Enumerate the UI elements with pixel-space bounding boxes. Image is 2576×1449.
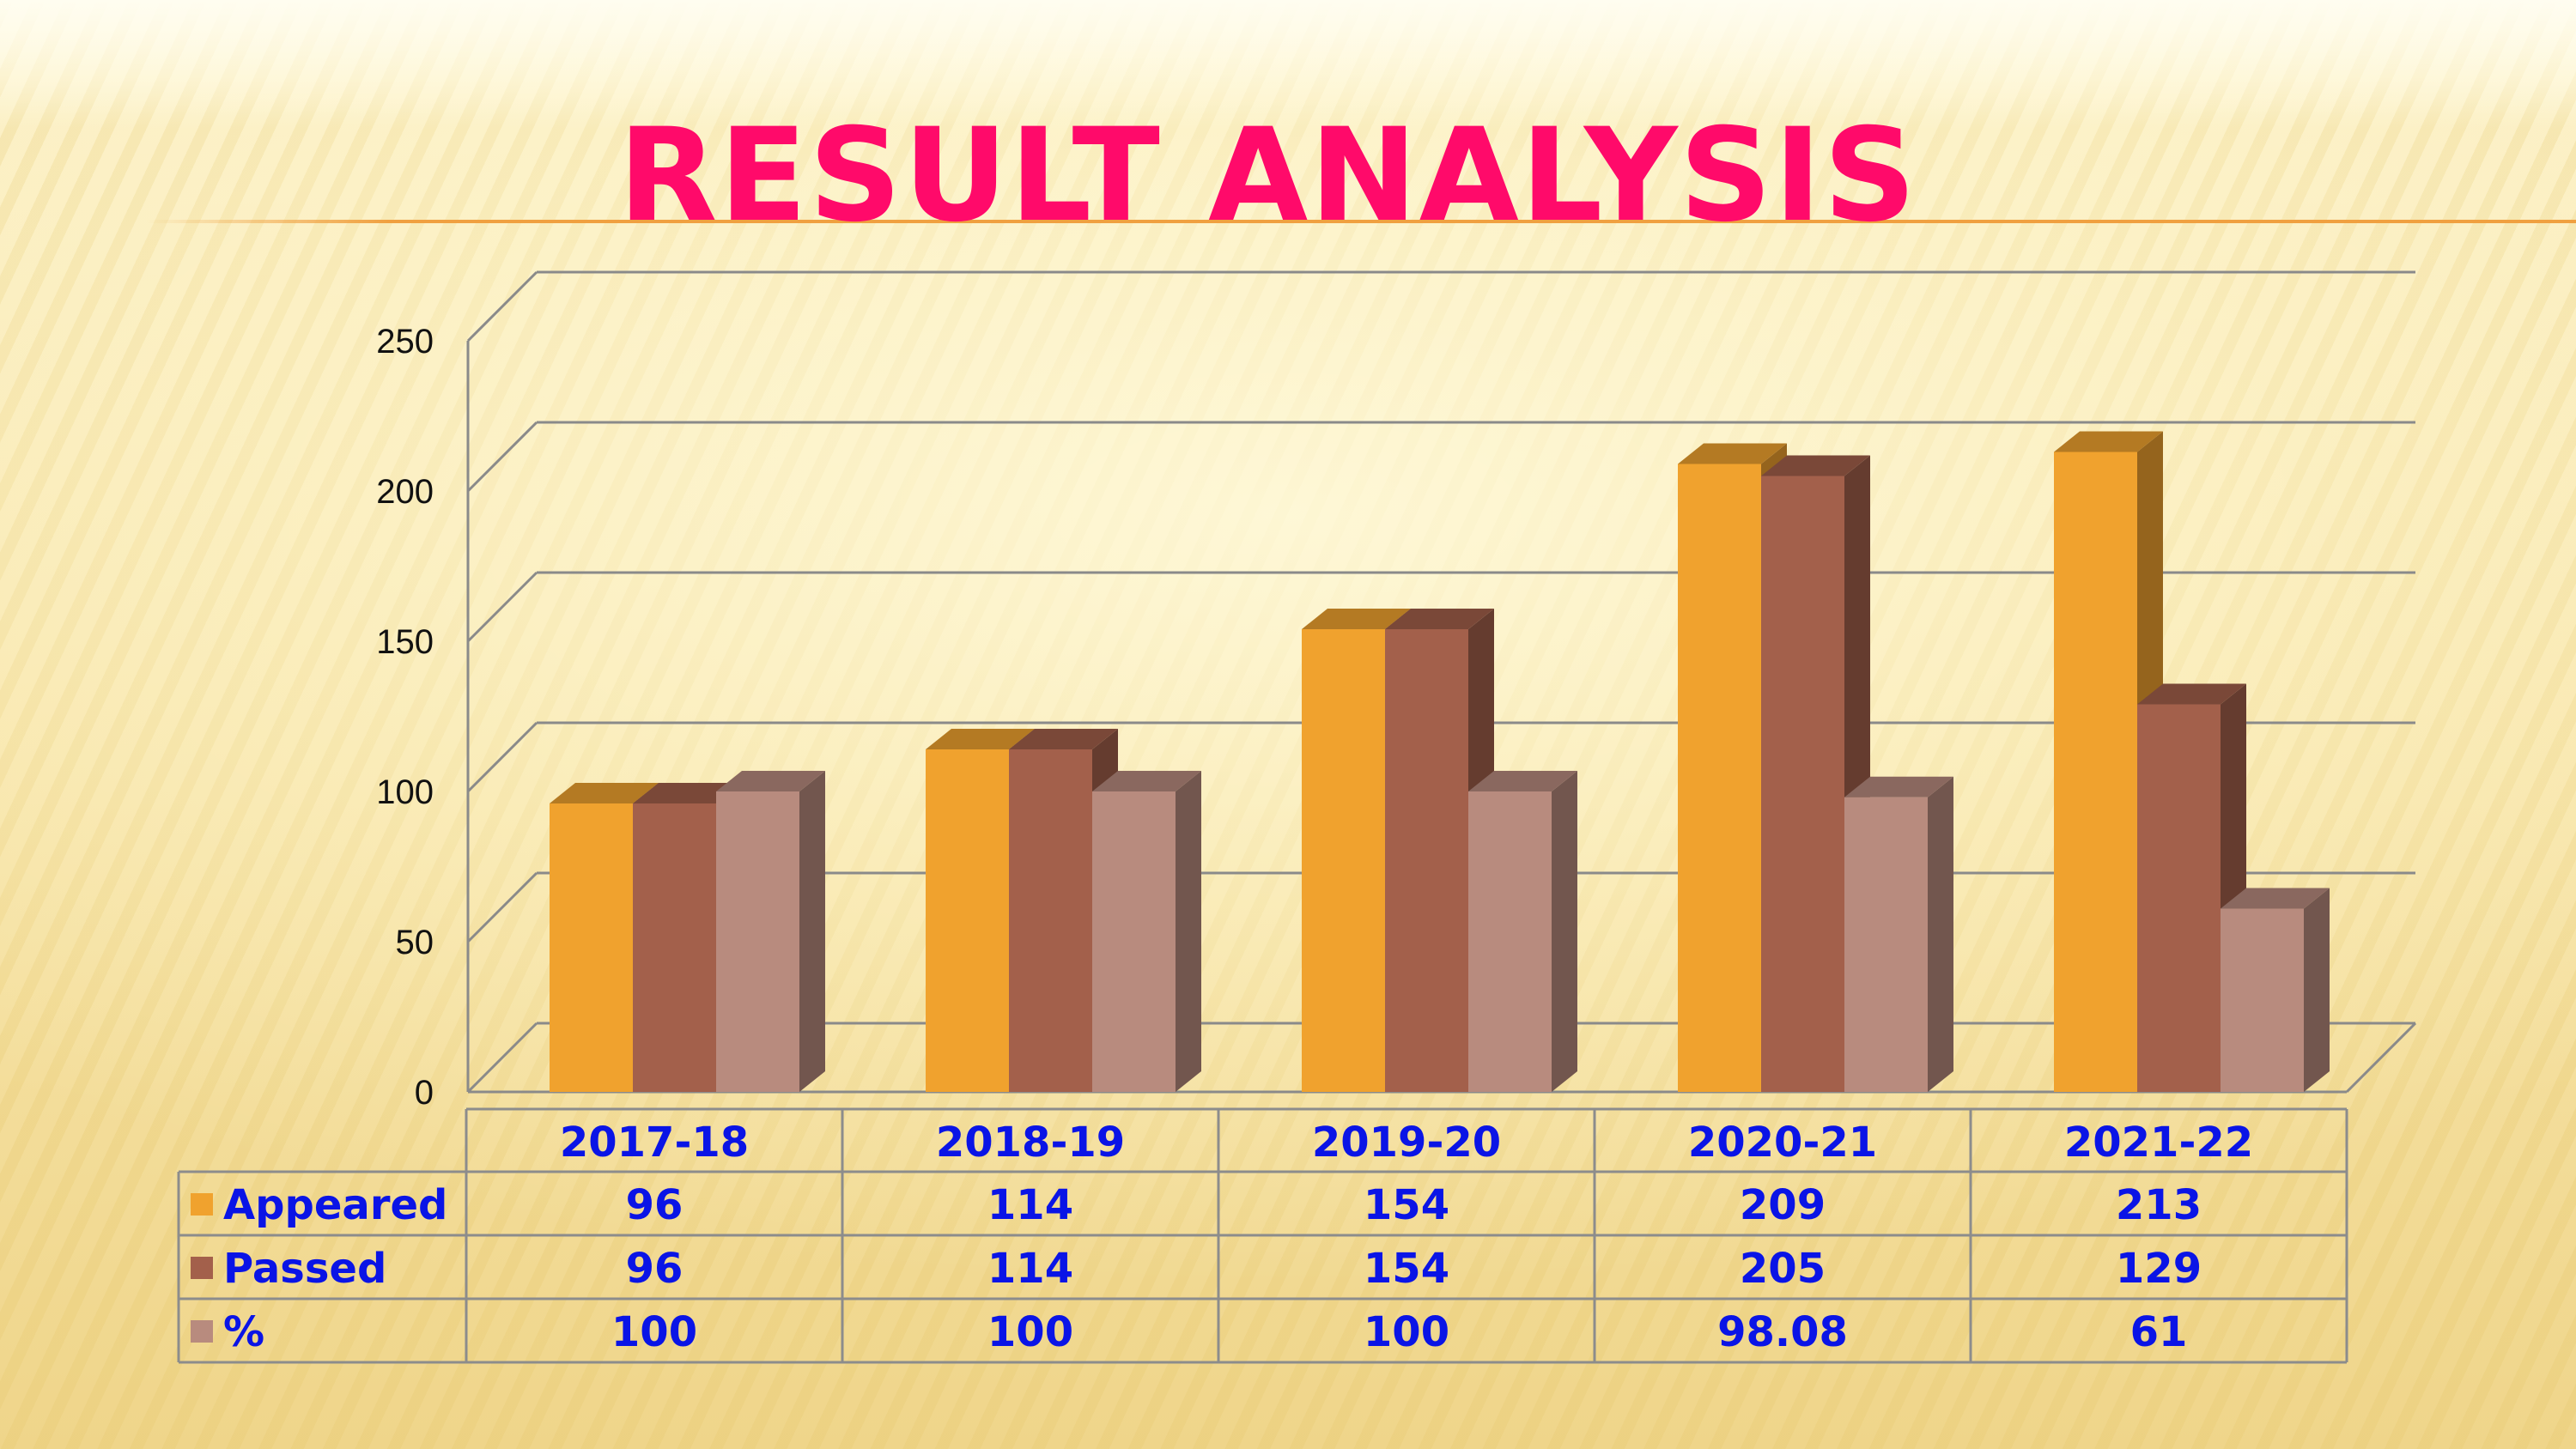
bar-top bbox=[633, 783, 742, 803]
bar-top bbox=[1092, 771, 1201, 791]
background-highlight bbox=[0, 0, 2576, 129]
bar-front bbox=[1678, 464, 1761, 1092]
data-label: 129 bbox=[2116, 1245, 2202, 1293]
gridline-depth bbox=[466, 1022, 538, 1094]
bar-top bbox=[926, 729, 1035, 749]
bar-front bbox=[1302, 629, 1385, 1092]
bar bbox=[1092, 771, 1201, 1092]
bar-front bbox=[1468, 791, 1552, 1092]
bar-front bbox=[1009, 749, 1092, 1092]
bar bbox=[716, 771, 825, 1092]
y-axis-ticks: 0 50 100 150 200 250 bbox=[376, 323, 434, 1112]
bar-front bbox=[633, 803, 716, 1092]
y-tick-label: 250 bbox=[376, 323, 434, 361]
legend-swatch bbox=[191, 1193, 213, 1216]
bar-front bbox=[1385, 629, 1468, 1092]
bar bbox=[1761, 455, 1870, 1092]
bar bbox=[1468, 771, 1577, 1092]
data-label: 213 bbox=[2116, 1181, 2202, 1229]
data-label: 96 bbox=[626, 1245, 683, 1293]
legend-swatch bbox=[191, 1257, 213, 1279]
slide-title: RESULT ANALYSIS bbox=[618, 101, 1918, 251]
bar bbox=[2137, 683, 2246, 1092]
bar-top bbox=[1302, 609, 1411, 629]
bar-top bbox=[1009, 729, 1118, 749]
y-tick-label: 200 bbox=[376, 473, 434, 511]
data-label: 100 bbox=[987, 1308, 1073, 1356]
bar bbox=[2221, 888, 2330, 1092]
gridline-depth bbox=[466, 871, 538, 943]
data-table: 2017-18 2018-19 2019-20 2020-21 2021-22 Appea… bbox=[177, 1107, 2348, 1364]
data-label: 205 bbox=[1740, 1245, 1826, 1293]
legend-label: Appeared bbox=[223, 1181, 447, 1229]
data-label: 114 bbox=[987, 1245, 1073, 1293]
bar-side bbox=[799, 771, 825, 1092]
data-label: 96 bbox=[626, 1181, 683, 1229]
bar-side bbox=[1176, 771, 1201, 1092]
gridline-depth bbox=[466, 571, 538, 643]
bar-side bbox=[2304, 888, 2330, 1092]
bar-front bbox=[2221, 908, 2304, 1092]
bar-top bbox=[716, 771, 825, 791]
y-tick-label: 100 bbox=[376, 773, 434, 811]
bar-top bbox=[550, 783, 659, 803]
data-label: 154 bbox=[1364, 1181, 1449, 1229]
data-label: 100 bbox=[611, 1308, 697, 1356]
x-category-label: 2020-21 bbox=[1688, 1119, 1877, 1167]
x-category-label: 2017-18 bbox=[560, 1119, 749, 1167]
x-category-label: 2019-20 bbox=[1312, 1119, 1501, 1167]
bar-front bbox=[2137, 704, 2221, 1092]
chart-bars bbox=[550, 431, 2330, 1092]
y-tick-label: 50 bbox=[396, 924, 434, 961]
bar-top bbox=[1385, 609, 1494, 629]
legend-label: Passed bbox=[223, 1245, 386, 1293]
bar-front bbox=[926, 749, 1009, 1092]
bar-front bbox=[550, 803, 633, 1092]
bar-front bbox=[716, 791, 799, 1092]
y-tick-label: 0 bbox=[415, 1074, 434, 1112]
data-label: 61 bbox=[2130, 1308, 2188, 1356]
gridline-depth bbox=[466, 421, 538, 493]
bar-front bbox=[1844, 797, 1928, 1092]
gridline-depth bbox=[466, 721, 538, 793]
data-label: 154 bbox=[1364, 1245, 1449, 1293]
bar-top bbox=[2221, 888, 2330, 909]
bar-front bbox=[1761, 476, 1844, 1092]
bar-top bbox=[2054, 431, 2163, 452]
gridline-depth bbox=[466, 270, 538, 343]
legend-swatch bbox=[191, 1320, 213, 1343]
x-category-label: 2021-22 bbox=[2064, 1119, 2253, 1167]
bar-top bbox=[1761, 455, 1870, 476]
bar-top bbox=[1678, 443, 1787, 464]
data-label: 100 bbox=[1364, 1308, 1449, 1356]
data-label: 209 bbox=[1740, 1181, 1826, 1229]
data-label: 114 bbox=[987, 1181, 1073, 1229]
bar-side bbox=[1928, 776, 1953, 1092]
bar-top bbox=[1844, 776, 1953, 797]
y-tick-label: 150 bbox=[376, 623, 434, 661]
floor-edge bbox=[2345, 1022, 2417, 1094]
legend-label: % bbox=[223, 1308, 264, 1356]
bar-top bbox=[2137, 683, 2246, 705]
x-category-label: 2018-19 bbox=[936, 1119, 1125, 1167]
bar-side bbox=[1552, 771, 1577, 1092]
bar-front bbox=[1092, 791, 1176, 1092]
bar-top bbox=[1468, 771, 1577, 791]
data-label: 98.08 bbox=[1717, 1308, 1848, 1356]
bar-front bbox=[2054, 452, 2137, 1092]
bar bbox=[1844, 776, 1953, 1092]
title-underline bbox=[146, 220, 2576, 223]
